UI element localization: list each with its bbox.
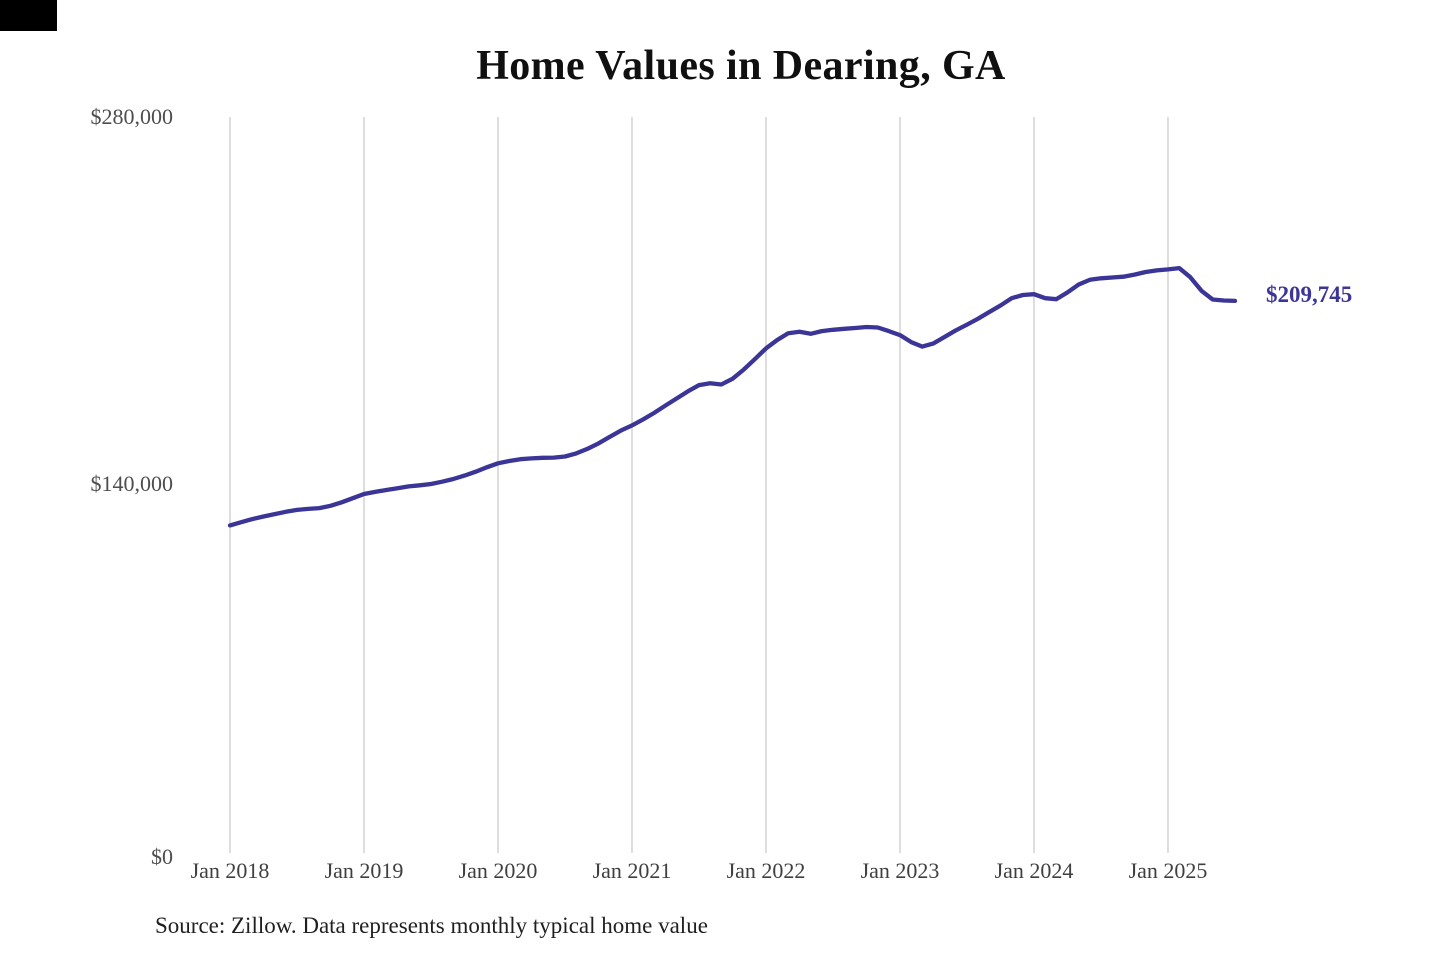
y-tick-label: $280,000 — [90, 104, 174, 129]
vertical-gridlines — [229, 117, 1169, 853]
x-tick-label: Jan 2021 — [592, 858, 672, 883]
x-tick-label: Jan 2018 — [190, 858, 270, 883]
y-tick-label: $140,000 — [90, 470, 174, 496]
x-tick-label: Jan 2025 — [1128, 858, 1208, 883]
x-tick-label: Jan 2024 — [994, 858, 1074, 883]
y-tick-label: $0 — [151, 844, 173, 869]
x-tick-label: Jan 2023 — [860, 858, 940, 883]
latest-value-label: $209,745 — [1266, 282, 1353, 307]
source-note: Source: Zillow. Data represents monthly … — [155, 913, 708, 938]
redaction-box — [0, 0, 57, 31]
x-tick-label: Jan 2019 — [324, 858, 404, 883]
x-tick-label: Jan 2020 — [458, 858, 538, 883]
chart-title: Home Values in Dearing, GA — [476, 43, 1006, 89]
x-tick-label: Jan 2022 — [726, 858, 806, 883]
home-value-line-series — [227, 265, 1238, 528]
